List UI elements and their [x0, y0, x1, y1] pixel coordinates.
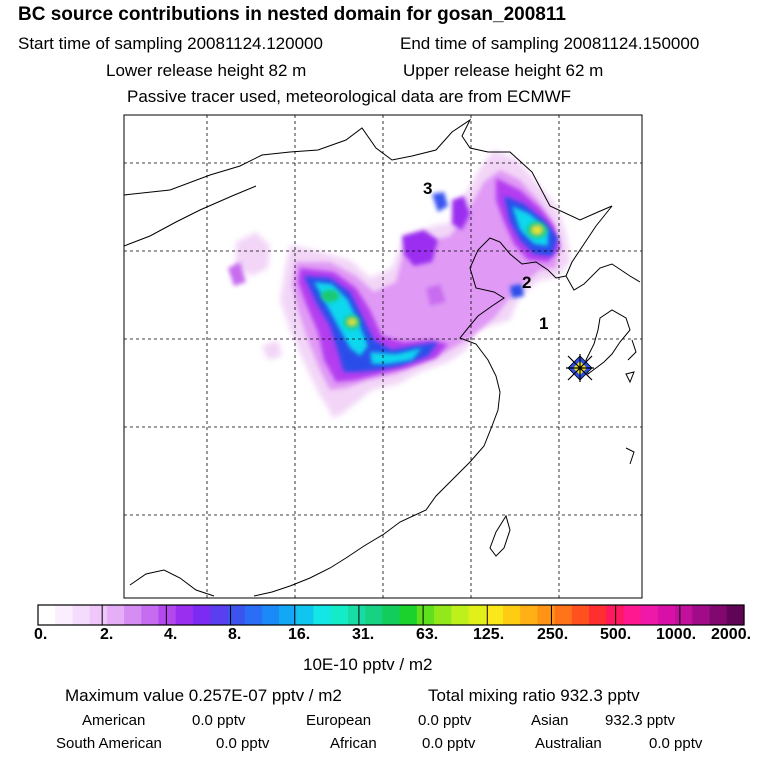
legend-color-cell [55, 605, 74, 625]
legend-color-cell [124, 605, 142, 625]
legend-color-cell [554, 605, 573, 625]
legend-color-cell [175, 605, 194, 625]
legend-color-cell [89, 605, 108, 625]
legend-color-cell [296, 605, 315, 625]
legend-color-cell [244, 605, 263, 625]
map-title: BC source contributions in nested domain… [18, 4, 566, 25]
legend-tick-label: 250. [537, 626, 569, 643]
legend-color-cell [365, 605, 383, 625]
legend-color-cell [589, 605, 607, 625]
legend-tick-label: 16. [288, 626, 311, 643]
map-frame [123, 114, 643, 599]
lower-release-label: Lower release height 82 m [106, 61, 307, 80]
upper-release-label: Upper release height 62 m [403, 61, 604, 80]
marker-2: 2 [522, 273, 531, 292]
legend-color-cell [502, 605, 521, 625]
legend-tick-label: 4. [164, 626, 178, 643]
end-time-label: End time of sampling 20081124.150000 [400, 34, 700, 53]
australian-label: Australian [535, 735, 602, 752]
legend-color-cell [313, 605, 332, 625]
legend-color-cell [227, 605, 246, 625]
coastlines [124, 118, 641, 597]
legend-color-cell [675, 605, 693, 625]
legend-color-cell [485, 605, 504, 625]
legend-dividers [101, 605, 681, 625]
tracer-info-label: Passive tracer used, meteorological data… [127, 87, 572, 106]
legend-units: 10E-10 pptv / m2 [303, 655, 433, 674]
african-value: 0.0 pptv [422, 735, 476, 752]
legend-tick-label: 63. [416, 626, 439, 643]
marker-3: 3 [423, 179, 432, 198]
legend-color-cell [192, 605, 211, 625]
legend-color-cell [330, 605, 349, 625]
legend-tick-label: 125. [473, 626, 505, 643]
african-label: African [330, 735, 377, 752]
legend-colorbar [38, 605, 745, 625]
start-time-label: Start time of sampling 20081124.120000 [18, 34, 323, 53]
american-value: 0.0 pptv [192, 712, 246, 729]
legend-color-cell [279, 605, 297, 625]
maximum-value: Maximum value 0.257E-07 pptv / m2 [65, 686, 342, 705]
legend-color-cell [451, 605, 470, 625]
legend-color-cell [347, 605, 366, 625]
asian-value: 932.3 pptv [605, 712, 676, 729]
legend-color-cell [416, 605, 435, 625]
legend-color-cell [106, 605, 125, 625]
legend-tick-label: 1000. [656, 626, 697, 643]
legend-color-cell [468, 605, 487, 625]
legend-color-cell [434, 605, 452, 625]
map-content: 1 2 3 [124, 115, 642, 598]
legend-frame [37, 604, 745, 626]
receptor-marker [566, 354, 594, 382]
legend-tick-label: 2000. [711, 626, 752, 643]
legend-tick-label: 0. [34, 626, 48, 643]
legend-color-cell [520, 605, 538, 625]
legend-color-cell [210, 605, 229, 625]
legend-color-cell [726, 605, 745, 625]
legend-color-cell [141, 605, 160, 625]
legend-tick-label: 31. [352, 626, 375, 643]
asian-label: Asian [531, 712, 569, 729]
legend-color-cell [623, 605, 642, 625]
australian-value: 0.0 pptv [649, 735, 703, 752]
plume-core [321, 222, 547, 329]
south-american-label: South American [56, 735, 162, 752]
legend-color-cell [709, 605, 728, 625]
legend-color-cell [38, 605, 56, 625]
legend-color-cell [640, 605, 659, 625]
legend-color-cell [537, 605, 556, 625]
legend-color-cell [657, 605, 676, 625]
legend-color-cell [399, 605, 418, 625]
legend-color-cell [261, 605, 280, 625]
south-american-value: 0.0 pptv [216, 735, 270, 752]
legend-color-cell [72, 605, 91, 625]
legend-tick-label: 8. [228, 626, 242, 643]
legend-color-cell [571, 605, 590, 625]
legend-tick-label: 2. [100, 626, 114, 643]
legend-color-cell [382, 605, 401, 625]
legend-tick-label: 500. [600, 626, 632, 643]
map-grid [124, 115, 642, 598]
total-mixing-ratio: Total mixing ratio 932.3 pptv [428, 686, 640, 705]
european-label: European [306, 712, 372, 729]
legend-color-cell [692, 605, 711, 625]
legend-color-cell [158, 605, 177, 625]
american-label: American [82, 712, 146, 729]
marker-1: 1 [539, 314, 548, 333]
european-value: 0.0 pptv [418, 712, 472, 729]
